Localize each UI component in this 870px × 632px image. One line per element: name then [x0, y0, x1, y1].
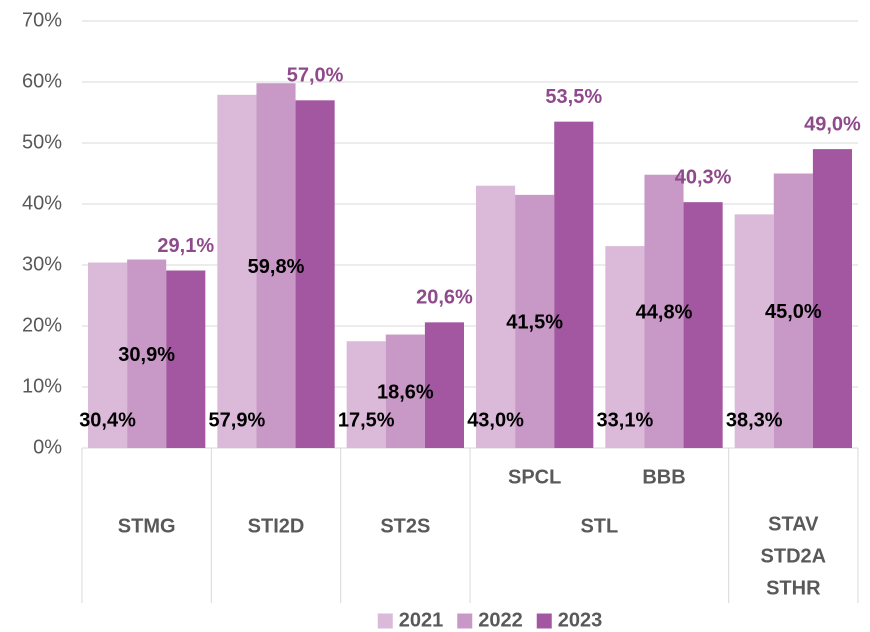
legend-swatch [457, 613, 473, 629]
data-label: 41,5% [506, 312, 563, 334]
bar [644, 174, 684, 448]
legend-swatch [536, 613, 552, 629]
legend-label: 2021 [399, 609, 444, 631]
y-tick-label: 10% [22, 375, 62, 397]
bar [217, 94, 257, 448]
bar [346, 341, 386, 448]
x-tick-label: STD2A [761, 545, 827, 567]
bar [295, 100, 335, 449]
y-tick-label: 0% [33, 436, 62, 458]
data-label: 57,9% [209, 409, 266, 431]
y-tick-label: 50% [22, 131, 62, 153]
data-label: 30,9% [118, 344, 175, 366]
bar [734, 214, 774, 448]
data-label: 44,8% [636, 302, 693, 324]
x-tick-label: STHR [766, 577, 821, 599]
data-label: 33,1% [597, 409, 654, 431]
bar [127, 259, 167, 448]
data-label: 57,0% [287, 65, 344, 87]
y-tick-label: 70% [22, 9, 62, 31]
legend-label: 2023 [558, 609, 603, 631]
bar [166, 270, 206, 448]
bar [256, 83, 296, 448]
x-tick-label: STMG [118, 515, 176, 537]
bar [683, 202, 723, 448]
bar [773, 173, 813, 448]
data-label: 17,5% [338, 409, 395, 431]
legend-label: 2022 [478, 609, 523, 631]
x-tick-label: BBB [642, 466, 685, 488]
x-tick-label: ST2S [380, 515, 430, 537]
bar [812, 149, 852, 448]
data-label: 40,3% [675, 166, 732, 188]
bar [554, 121, 594, 449]
x-tick-label: STI2D [248, 515, 305, 537]
data-label: 49,0% [804, 113, 861, 135]
data-label: 29,1% [157, 235, 214, 257]
data-label: 30,4% [79, 409, 136, 431]
data-label: 53,5% [545, 86, 602, 108]
x-tick-label: STAV [768, 513, 819, 535]
data-label: 18,6% [377, 382, 434, 404]
bar [385, 334, 425, 448]
bar [515, 194, 555, 448]
bar [476, 185, 516, 448]
y-tick-label: 30% [22, 253, 62, 275]
bar [88, 262, 128, 448]
bar [424, 322, 464, 448]
legend-swatch [377, 613, 393, 629]
data-label: 38,3% [726, 409, 783, 431]
x-tick-label: SPCL [508, 466, 561, 488]
bar [605, 246, 645, 448]
y-tick-label: 40% [22, 192, 62, 214]
y-tick-label: 60% [22, 70, 62, 92]
data-label: 59,8% [248, 256, 305, 278]
data-label: 45,0% [765, 301, 822, 323]
data-label: 43,0% [467, 409, 524, 431]
group-label: STL [580, 515, 618, 537]
y-tick-label: 20% [22, 314, 62, 336]
data-label: 20,6% [416, 287, 473, 309]
